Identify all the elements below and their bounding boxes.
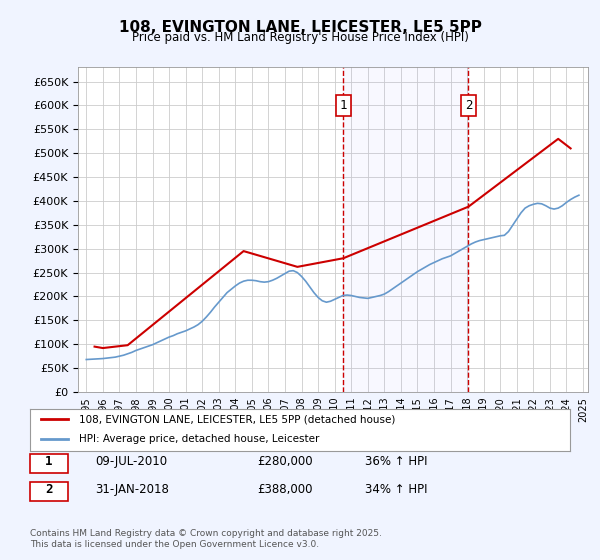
FancyBboxPatch shape bbox=[30, 482, 68, 501]
Text: £388,000: £388,000 bbox=[257, 483, 312, 496]
Text: 1: 1 bbox=[340, 99, 347, 112]
Bar bbox=[343, 67, 469, 392]
Text: 2: 2 bbox=[464, 99, 472, 112]
Text: HPI: Average price, detached house, Leicester: HPI: Average price, detached house, Leic… bbox=[79, 434, 319, 444]
Text: 108, EVINGTON LANE, LEICESTER, LE5 5PP (detached house): 108, EVINGTON LANE, LEICESTER, LE5 5PP (… bbox=[79, 414, 395, 424]
Text: 34% ↑ HPI: 34% ↑ HPI bbox=[365, 483, 427, 496]
Text: 108, EVINGTON LANE, LEICESTER, LE5 5PP: 108, EVINGTON LANE, LEICESTER, LE5 5PP bbox=[119, 20, 481, 35]
Text: 2: 2 bbox=[45, 483, 53, 496]
Text: Contains HM Land Registry data © Crown copyright and database right 2025.
This d: Contains HM Land Registry data © Crown c… bbox=[30, 529, 382, 549]
FancyBboxPatch shape bbox=[30, 454, 68, 473]
Text: 1: 1 bbox=[45, 455, 53, 468]
Text: Price paid vs. HM Land Registry's House Price Index (HPI): Price paid vs. HM Land Registry's House … bbox=[131, 31, 469, 44]
Text: 36% ↑ HPI: 36% ↑ HPI bbox=[365, 455, 427, 468]
Text: £280,000: £280,000 bbox=[257, 455, 313, 468]
Text: 09-JUL-2010: 09-JUL-2010 bbox=[95, 455, 167, 468]
Text: 31-JAN-2018: 31-JAN-2018 bbox=[95, 483, 169, 496]
